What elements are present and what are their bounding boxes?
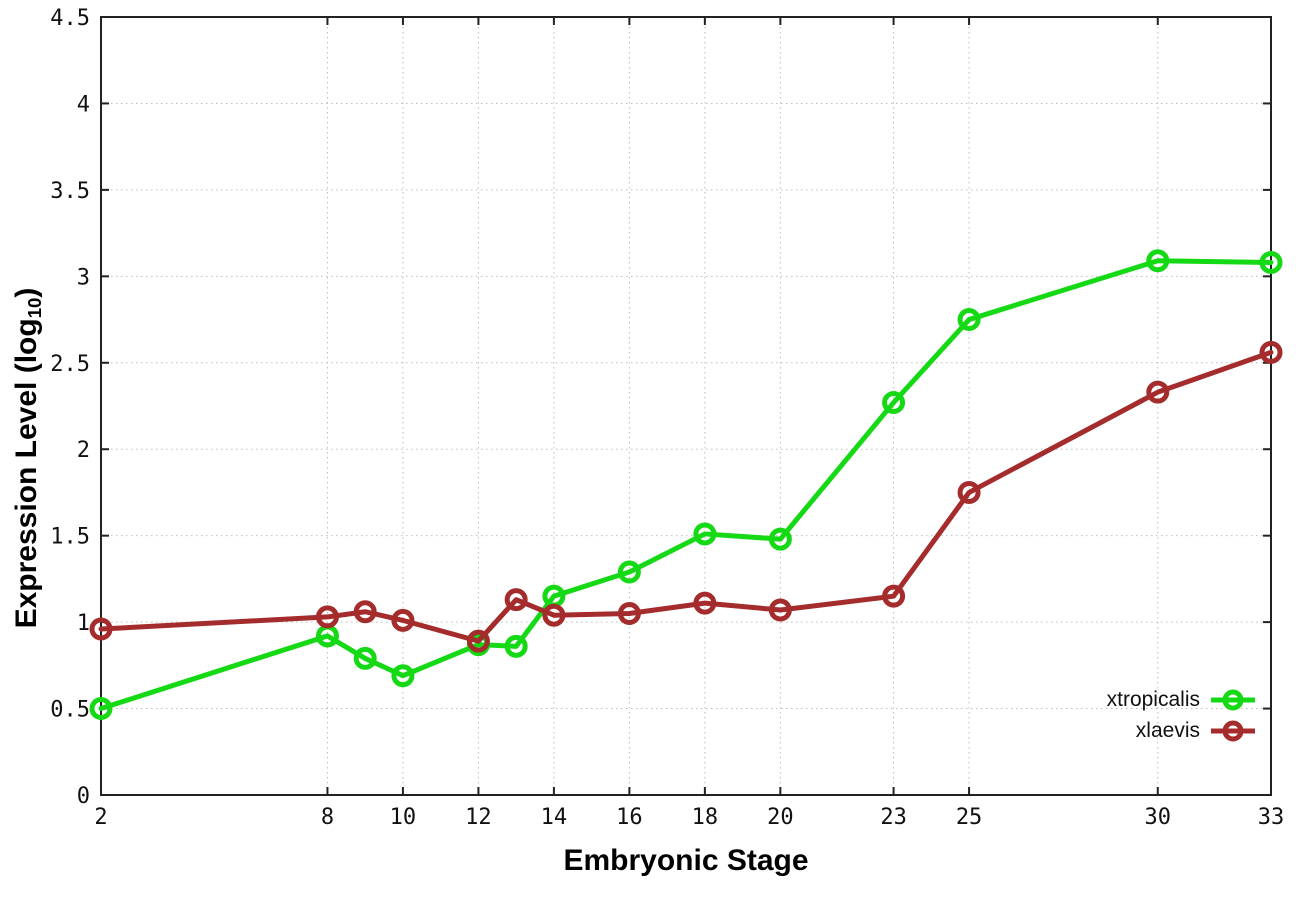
data-point-xtropicalis	[617, 560, 641, 584]
x-tick-label: 18	[692, 805, 719, 830]
data-point-xlaevis	[353, 600, 377, 624]
data-point-xtropicalis	[89, 697, 113, 721]
legend-item: xlaevis	[1107, 715, 1256, 746]
data-point-xlaevis	[89, 617, 113, 641]
legend-item: xtropicalis	[1107, 684, 1256, 715]
data-point-xtropicalis	[353, 646, 377, 670]
data-point-xlaevis	[391, 608, 415, 632]
x-tick-label: 10	[390, 805, 417, 830]
x-axis-title: Embryonic Stage	[563, 844, 809, 877]
y-tick-label: 3.5	[50, 179, 90, 204]
data-point-xtropicalis	[957, 308, 981, 332]
plot-border	[100, 16, 1272, 796]
data-point-xlaevis	[315, 605, 339, 629]
y-tick-label: 4.5	[50, 6, 90, 31]
data-point-xtropicalis	[1259, 251, 1283, 275]
x-tick-label: 12	[465, 805, 492, 830]
legend-label: xtropicalis	[1106, 687, 1200, 711]
series-marker-icon	[1211, 689, 1255, 710]
y-axis-title-subscript: 10	[24, 297, 46, 319]
y-axis-title-suffix: )	[10, 287, 43, 298]
legend: xtropicalis xlaevis	[1107, 684, 1256, 746]
y-tick-label: 3	[77, 265, 90, 290]
x-tick-label: 20	[767, 805, 794, 830]
y-tick-label: 2	[77, 438, 90, 463]
y-tick-label: 2.5	[50, 352, 90, 377]
y-tick-label: 0.5	[50, 698, 90, 723]
data-point-xtropicalis	[504, 634, 528, 658]
data-point-xlaevis	[693, 591, 717, 615]
data-point-xlaevis	[466, 629, 490, 653]
data-point-xtropicalis	[882, 391, 906, 415]
legend-label: xlaevis	[1135, 718, 1200, 742]
data-point-xlaevis	[1259, 340, 1283, 364]
series-line-xlaevis	[98, 349, 1274, 644]
x-tick-label: 25	[956, 805, 983, 830]
x-tick-label: 8	[321, 805, 334, 830]
x-tick-label: 33	[1258, 805, 1285, 830]
y-tick-label: 0	[77, 784, 90, 809]
data-point-xtropicalis	[1146, 249, 1170, 273]
data-point-xlaevis	[542, 603, 566, 627]
series-marker-icon	[1211, 720, 1255, 741]
data-point-xlaevis	[617, 601, 641, 625]
data-point-xlaevis	[768, 598, 792, 622]
x-tick-label: 30	[1145, 805, 1172, 830]
y-tick-label: 1	[77, 611, 90, 636]
x-tick-label: 14	[541, 805, 568, 830]
y-axis-title-text: Expression Level (log	[10, 318, 43, 629]
data-point-xlaevis	[882, 584, 906, 608]
y-tick-label: 1.5	[50, 525, 90, 550]
data-point-xtropicalis	[693, 522, 717, 546]
data-point-xlaevis	[957, 480, 981, 504]
series-line-xtropicalis	[98, 258, 1274, 712]
data-point-xtropicalis	[391, 664, 415, 688]
data-point-xlaevis	[1146, 380, 1170, 404]
x-tick-label: 16	[616, 805, 643, 830]
x-tick-label: 23	[880, 805, 907, 830]
y-axis-title: Expression Level (log10)	[10, 287, 46, 629]
data-point-xlaevis	[504, 588, 528, 612]
data-point-xtropicalis	[768, 527, 792, 551]
x-tick-label: 2	[94, 805, 107, 830]
y-tick-label: 4	[77, 92, 90, 117]
